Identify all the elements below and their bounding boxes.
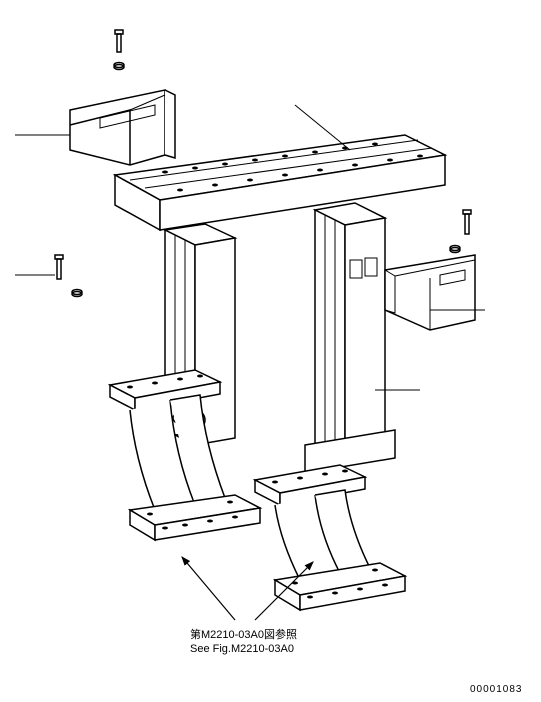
column-right xyxy=(305,203,395,473)
cover-left xyxy=(70,90,175,165)
support-bracket-right xyxy=(255,465,405,610)
reference-text-en: See Fig.M2210-03A0 xyxy=(190,643,294,655)
bolt-left-side xyxy=(55,255,82,297)
bolt-top-left xyxy=(114,30,124,70)
cover-right xyxy=(385,255,475,330)
technical-diagram: 第M2210-03A0図参照 See Fig.M2210-03A0 000010… xyxy=(0,0,541,702)
part-code-text: 00001083 xyxy=(470,684,523,695)
reference-text-jp: 第M2210-03A0図参照 xyxy=(190,627,297,641)
support-bracket-left xyxy=(110,370,260,540)
bolt-top-right xyxy=(450,210,471,253)
